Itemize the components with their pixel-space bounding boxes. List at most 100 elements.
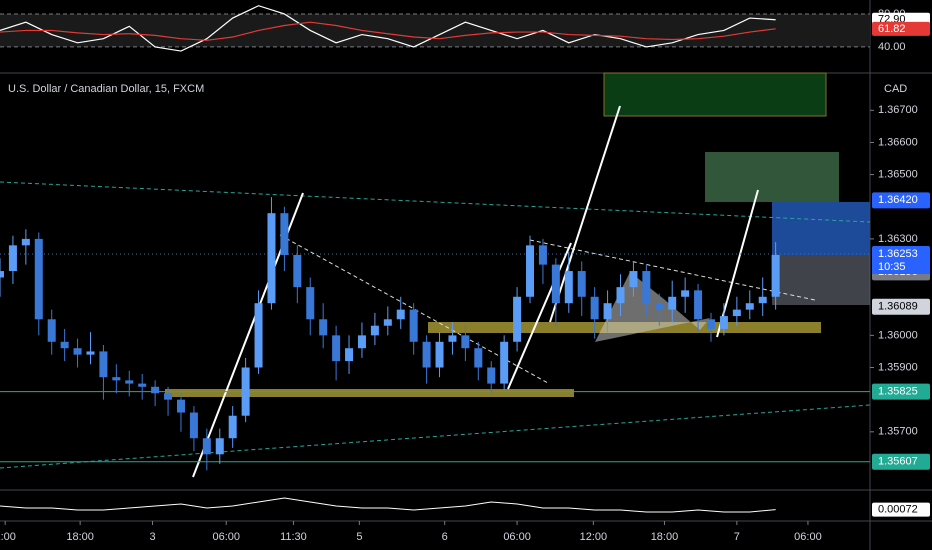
candle-body [487, 367, 496, 384]
x-tick-label: 2:00 [0, 531, 16, 543]
candle-body [526, 245, 535, 297]
candle-body [254, 303, 263, 368]
indicator-tag [872, 502, 930, 517]
candle-body [34, 238, 43, 320]
x-tick-label: 06:00 [503, 531, 531, 543]
candle-body [306, 287, 315, 320]
x-tick-label: 3 [149, 531, 155, 543]
candle-body [461, 335, 470, 349]
price-tag-label: 1.36420 [878, 194, 918, 206]
price-tag [872, 453, 930, 470]
indicator-tag-label: 0.00072 [878, 504, 918, 516]
candle-body [500, 341, 509, 384]
target-zone [705, 152, 839, 202]
candle-body [228, 415, 237, 439]
candle-body [138, 383, 147, 387]
candle-body [332, 335, 341, 362]
candle-body [745, 303, 754, 310]
x-tick-label: 18:00 [66, 531, 94, 543]
candle-body [164, 393, 173, 400]
position-zone [772, 202, 870, 255]
rsi-band [0, 13, 870, 47]
candle-body [616, 287, 625, 304]
candle-body [655, 303, 664, 310]
target-zone [603, 72, 827, 117]
y-tick-label: 1.35700 [878, 426, 918, 438]
candle-body [125, 380, 134, 384]
candle-body [422, 341, 431, 368]
candle-body [99, 351, 108, 378]
candle-body [771, 254, 780, 297]
candle-body [694, 290, 703, 320]
candle-body [681, 290, 690, 297]
candle-body [370, 325, 379, 336]
price-tag-label: 1.36253 [878, 248, 918, 260]
candle-body [590, 296, 599, 320]
chart-title: U.S. Dollar / Canadian Dollar, 15, FXCM [8, 83, 204, 95]
rsi-line [0, 5, 776, 52]
x-tick-label: 6 [442, 531, 448, 543]
y-tick-label: 1.36000 [878, 329, 918, 341]
candle-body [60, 341, 69, 349]
candle-body [603, 303, 612, 320]
price-tag-label: 1.36089 [878, 301, 918, 313]
rsi-tick-label: 40.00 [878, 41, 906, 53]
price-tag-label: 1.35825 [878, 386, 918, 398]
x-tick-label: 5 [356, 531, 362, 543]
candle-body [21, 238, 30, 246]
candle-body [0, 271, 4, 278]
candle-body [189, 412, 198, 439]
countdown-tag [872, 260, 930, 275]
candle-body [215, 438, 224, 455]
candle-body [629, 271, 638, 288]
candle-body [538, 245, 547, 265]
candle-body [293, 254, 302, 288]
candle-body [396, 309, 405, 320]
candle-body [73, 348, 82, 355]
impulse-line [549, 105, 621, 323]
candle-body [151, 386, 160, 394]
candle-body [706, 319, 715, 329]
rsi-tag-label: 61.82 [878, 23, 906, 35]
candle-body [176, 399, 185, 413]
currency-label: CAD [884, 83, 907, 95]
rsi-line [0, 21, 776, 41]
candle-body [86, 351, 95, 355]
candle-body [564, 271, 573, 304]
y-tick-label: 1.36300 [878, 233, 918, 245]
price-tag [872, 192, 930, 209]
x-tick-label: 7 [734, 531, 740, 543]
candle-body [435, 341, 444, 368]
candle-body [551, 264, 560, 304]
candle-body [409, 309, 418, 342]
price-tag [872, 383, 930, 400]
candle-body [47, 319, 56, 342]
price-tag [872, 298, 930, 315]
candle-body [202, 438, 211, 455]
candle-body [668, 296, 677, 310]
y-tick-label: 1.36700 [878, 104, 918, 116]
candle-body [357, 335, 366, 349]
candle-body [241, 367, 250, 416]
x-tick-label: 06:00 [794, 531, 822, 543]
stop-zone [772, 255, 870, 305]
x-tick-label: 11:30 [280, 531, 307, 543]
candle-body [448, 335, 457, 342]
rsi-tag [872, 21, 930, 36]
impulse-line [507, 242, 572, 390]
candle-body [577, 271, 586, 297]
candle-body [280, 213, 289, 255]
candle-body [758, 296, 767, 304]
candle-body [719, 316, 728, 329]
candle-body [642, 271, 651, 304]
candle-body [732, 309, 741, 317]
candle-body [319, 319, 328, 336]
channel-line [0, 404, 871, 469]
indicator-line [0, 497, 776, 513]
candle-body [474, 348, 483, 368]
channel-line [0, 181, 871, 223]
candle-body [112, 377, 121, 381]
candle-body [383, 319, 392, 326]
x-tick-label: 12:00 [580, 531, 608, 543]
